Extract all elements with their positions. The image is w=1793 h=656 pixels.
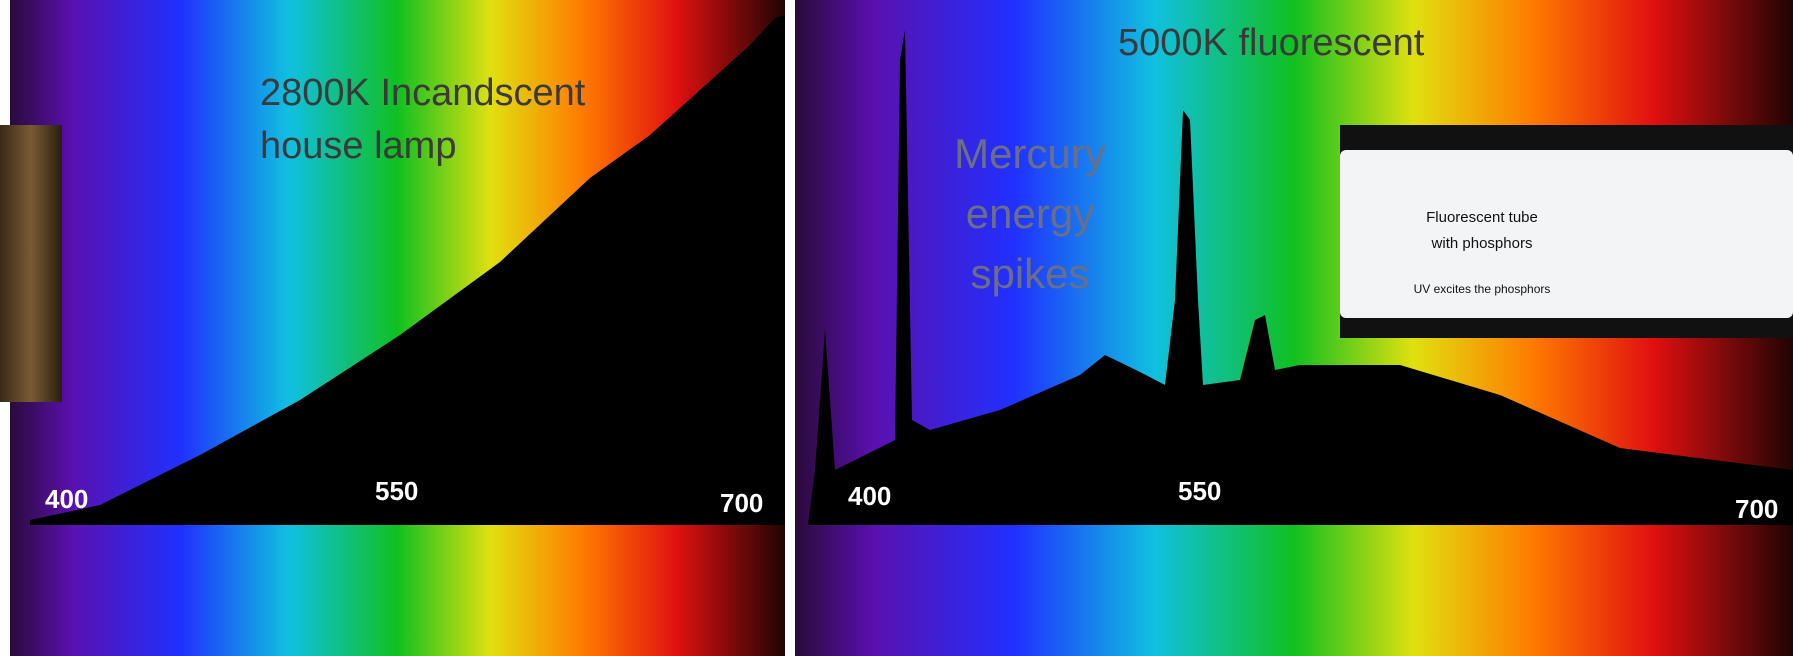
axis-label: 550 bbox=[375, 476, 418, 506]
tube bbox=[1340, 150, 1793, 318]
axis-label: 700 bbox=[720, 488, 763, 518]
right-panel: 5000K fluorescent Mercury energy spikes … bbox=[795, 0, 1793, 656]
inset-photo: Fluorescent tube with phosphors UV excit… bbox=[1340, 125, 1793, 338]
inset-text: Fluorescent tube bbox=[1426, 209, 1538, 226]
axis-label: 400 bbox=[45, 484, 88, 514]
axis-label: 550 bbox=[1178, 476, 1221, 506]
panel-title: 2800K Incandscent bbox=[260, 72, 586, 114]
axis-label: 700 bbox=[1735, 494, 1778, 524]
panel-title: 5000K fluorescent bbox=[1118, 22, 1425, 64]
inset-note: UV excites the phosphors bbox=[1414, 282, 1551, 296]
photo-fragment bbox=[0, 125, 62, 402]
annotation: Mercury bbox=[954, 130, 1106, 177]
annotation: spikes bbox=[970, 250, 1089, 297]
annotation: energy bbox=[966, 190, 1094, 237]
panel-title: house lamp bbox=[260, 125, 456, 167]
spectra-image: 2800K Incandscent house lamp 400 550 700… bbox=[0, 0, 1793, 656]
axis-label: 400 bbox=[848, 481, 891, 511]
inset-text: with phosphors bbox=[1431, 235, 1533, 252]
left-panel: 2800K Incandscent house lamp 400 550 700 bbox=[10, 0, 785, 656]
